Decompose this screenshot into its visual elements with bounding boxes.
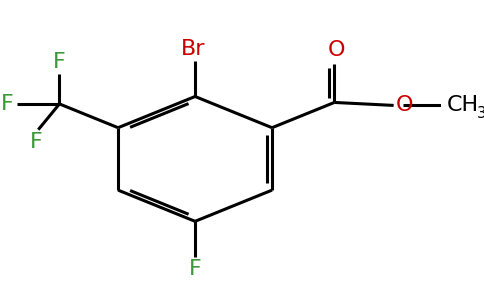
Text: CH: CH [447, 95, 479, 116]
Text: F: F [53, 52, 66, 72]
Text: Br: Br [181, 39, 205, 59]
Text: 3: 3 [477, 106, 484, 121]
Text: F: F [1, 94, 14, 114]
Text: F: F [30, 132, 43, 152]
Text: O: O [328, 40, 345, 60]
Text: F: F [189, 260, 201, 279]
Text: O: O [396, 95, 413, 116]
